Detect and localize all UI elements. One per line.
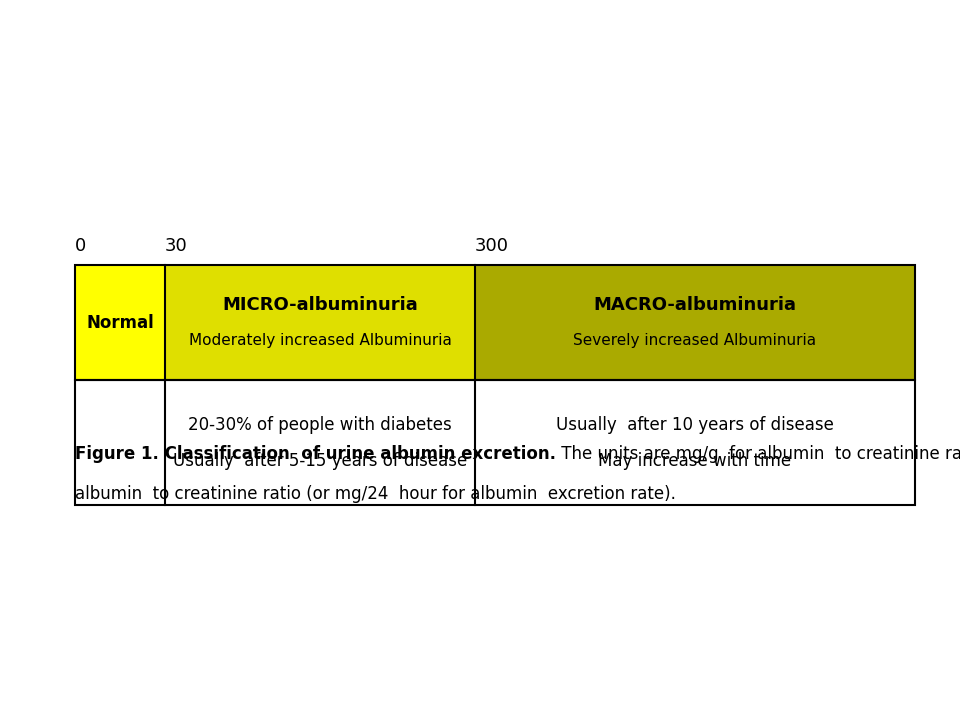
- Text: Usually  after 10 years of disease: Usually after 10 years of disease: [556, 415, 834, 433]
- Text: 0: 0: [75, 237, 86, 255]
- Text: Usually  after 5-15 years of disease: Usually after 5-15 years of disease: [173, 451, 468, 469]
- Text: MACRO-albuminuria: MACRO-albuminuria: [593, 295, 797, 313]
- Text: Normal: Normal: [86, 313, 154, 331]
- Bar: [475, 265, 915, 380]
- Text: Figure 1. Classification  of urine albumin excretion.: Figure 1. Classification of urine albumi…: [75, 445, 556, 463]
- Text: albumin  to creatinine ratio (or mg/24  hour for albumin  excretion rate).: albumin to creatinine ratio (or mg/24 ho…: [75, 485, 676, 503]
- Bar: [75, 265, 165, 380]
- Text: 300: 300: [475, 237, 509, 255]
- Text: 20-30% of people with diabetes: 20-30% of people with diabetes: [188, 415, 452, 433]
- Text: MICRO-albuminuria: MICRO-albuminuria: [222, 295, 418, 313]
- Text: The units are mg/g  for albumin  to creatinine ratio (or mg/24  hour for albumin: The units are mg/g for albumin to creati…: [556, 445, 960, 463]
- Text: May increase with time: May increase with time: [598, 451, 792, 469]
- Text: Moderately increased Albuminuria: Moderately increased Albuminuria: [188, 333, 451, 348]
- Bar: [165, 265, 475, 380]
- Text: Severely increased Albuminuria: Severely increased Albuminuria: [573, 333, 817, 348]
- Bar: [75, 265, 915, 380]
- Bar: [75, 380, 915, 505]
- Text: 30: 30: [165, 237, 188, 255]
- Bar: [75, 380, 915, 505]
